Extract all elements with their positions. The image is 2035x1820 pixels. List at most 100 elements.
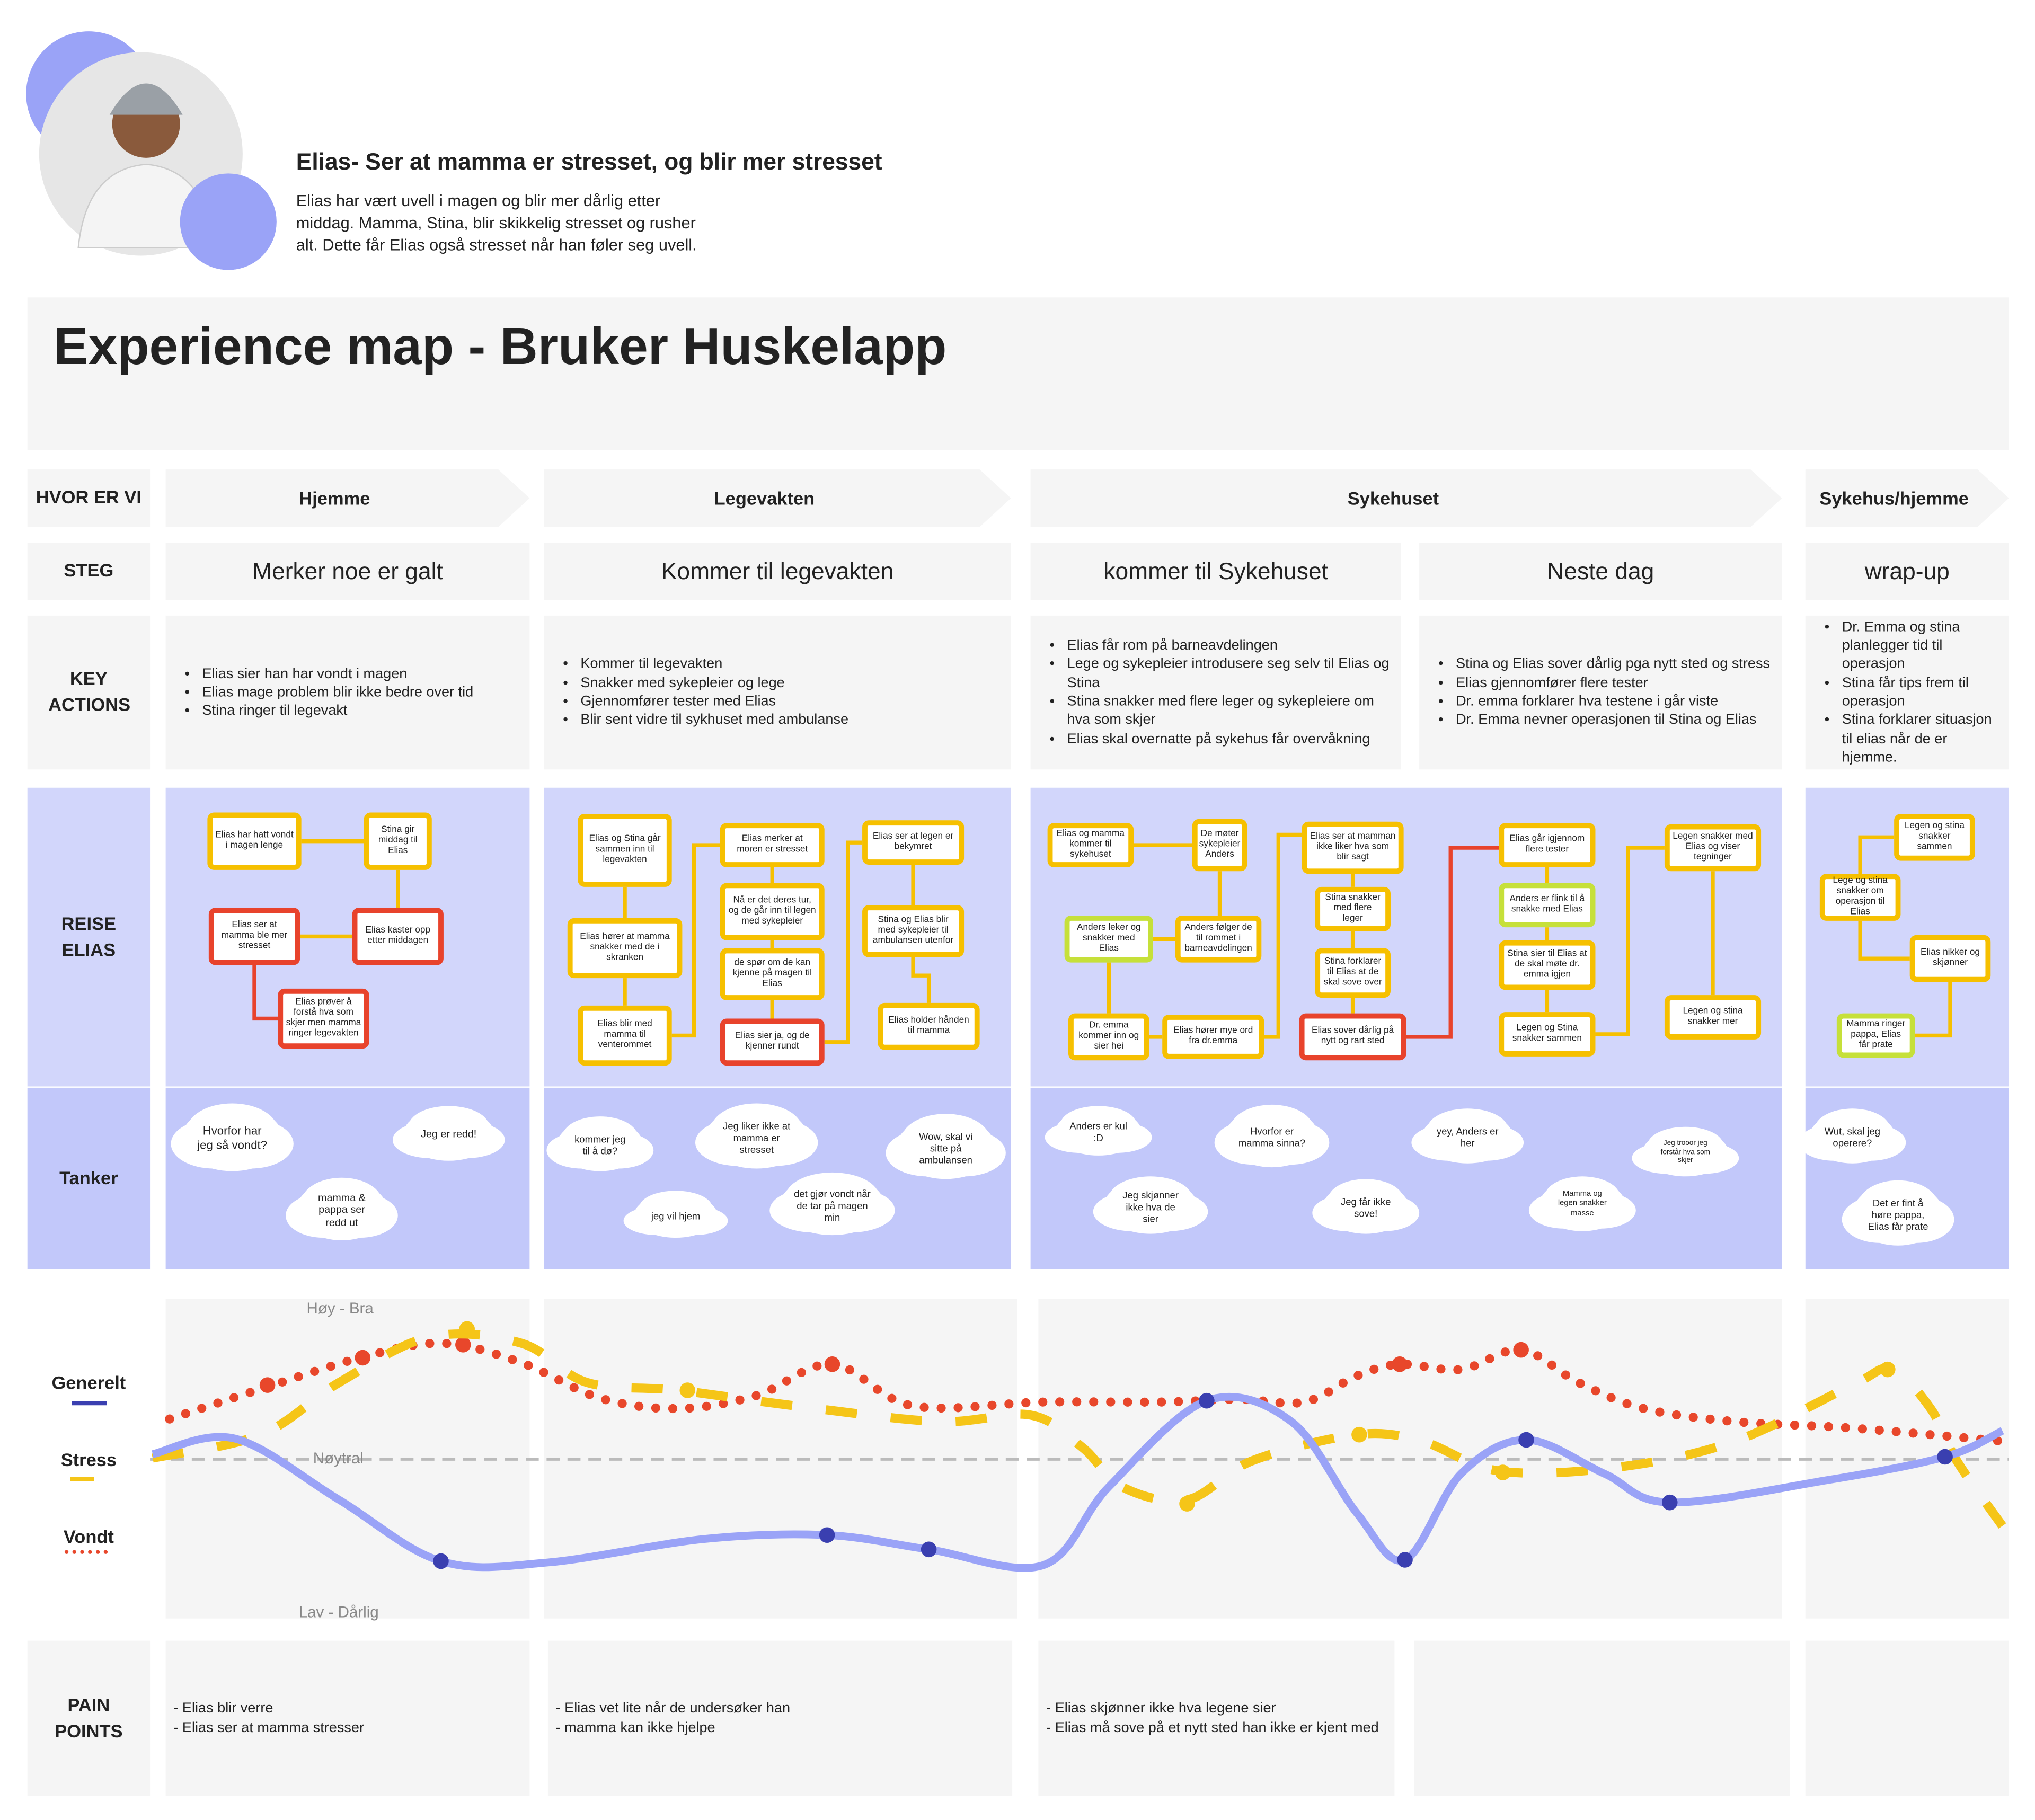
node-label: Elias og mamma kommer til sykehuset bbox=[1056, 829, 1125, 860]
thought-cloud: Jeg får ikke sove! bbox=[1322, 1182, 1409, 1234]
journey-node: Stina forklarer til Elias at de skal sov… bbox=[1315, 948, 1391, 998]
phase-arrow bbox=[165, 469, 530, 527]
actions-bg bbox=[544, 615, 1011, 770]
connector bbox=[1264, 832, 1302, 1039]
connector bbox=[1858, 835, 1895, 874]
thought-text: Anders er kul :D bbox=[1069, 1120, 1127, 1144]
step-bg bbox=[544, 542, 1011, 600]
row-label: REISE ELIAS bbox=[28, 788, 150, 1087]
action-item: Elias gjennomfører flere tester bbox=[1456, 674, 1770, 693]
thought-cloud: Hvorfor har jeg så vondt? bbox=[181, 1106, 284, 1171]
pain-dot bbox=[355, 1350, 371, 1366]
row-label: STEG bbox=[28, 543, 150, 600]
legend-label: Vondt bbox=[63, 1525, 114, 1547]
journey-node: Elias og mamma kommer til sykehuset bbox=[1047, 823, 1134, 867]
thought-cloud: Det er fint å høre pappa, Elias får prat… bbox=[1852, 1183, 1944, 1246]
action-item: Stina og Elias sover dårlig pga nytt ste… bbox=[1456, 655, 1770, 674]
node-label: Elias hører at mamma snakker med de i sk… bbox=[580, 932, 670, 963]
connector bbox=[1858, 920, 1910, 961]
connector bbox=[1595, 846, 1665, 1036]
node-label: Elias og Stina går sammen inn til legeva… bbox=[589, 834, 661, 865]
thought-text: Jeg skjønner ikke hva de sier bbox=[1122, 1188, 1179, 1224]
thought-text: Mamma og legen snakker masse bbox=[1558, 1191, 1607, 1218]
step-name: Merker noe er galt bbox=[252, 557, 443, 584]
action-item: Elias får rom på barneavdelingen bbox=[1067, 636, 1391, 655]
pain-points bbox=[1422, 1641, 1784, 1796]
node-label: Elias sier ja, og de kjenner rundt bbox=[735, 1031, 810, 1051]
node-label: Legen og stina snakker mer bbox=[1683, 1007, 1743, 1027]
thought-cloud: Jeg liker ikke at mamma er stresset bbox=[705, 1106, 808, 1169]
pain-bg bbox=[1414, 1640, 1790, 1796]
step-bg bbox=[1805, 542, 2009, 600]
node-label: Elias sover dårlig på nytt og rart sted bbox=[1312, 1026, 1394, 1046]
pain-curve bbox=[165, 1338, 2007, 1446]
node-label: Stina gir middag til Elias bbox=[378, 825, 418, 856]
node-label: Elias hører mye ord fra dr.emma bbox=[1173, 1026, 1253, 1046]
journey-node: Legen og stina snakker mer bbox=[1664, 995, 1762, 1040]
row-label-text: PAIN POINTS bbox=[55, 1694, 123, 1741]
journey-node: Elias prøver å forstå hva som skjer men … bbox=[278, 988, 369, 1049]
journey-node: Nå er det deres tur, og de går inn til l… bbox=[720, 883, 825, 940]
journey-node: Elias merker at moren er stresset bbox=[720, 823, 825, 867]
row-label-bg bbox=[27, 1640, 151, 1796]
action-list: Stina og Elias sover dårlig pga nytt ste… bbox=[1435, 655, 1770, 730]
node-label: Elias har hatt vondt i magen lenge bbox=[215, 830, 294, 850]
step-name: Kommer til legevakten bbox=[661, 557, 894, 584]
actions-bg bbox=[165, 615, 530, 770]
thought-cloud: Jeg skjønner ikke hva de sier bbox=[1103, 1179, 1198, 1234]
journey-node: Elias holder hånden til mamma bbox=[878, 1002, 980, 1050]
phase-arrow bbox=[544, 469, 1011, 527]
deco-circle bbox=[180, 173, 277, 270]
general-dot bbox=[433, 1553, 449, 1569]
node-label: Stina og Elias blir med sykepleier til a… bbox=[872, 915, 954, 946]
pain-point: - Elias blir verre bbox=[173, 1700, 273, 1716]
node-label: Elias nikker og skjønner bbox=[1920, 948, 1980, 968]
persona-hat bbox=[109, 83, 183, 115]
phase-label: Legevakten bbox=[714, 487, 815, 509]
pain-dot bbox=[1513, 1342, 1529, 1358]
phase-arrow bbox=[1030, 469, 1782, 527]
pain-bg bbox=[1038, 1640, 1395, 1796]
general-dot bbox=[1199, 1392, 1215, 1409]
general-dot bbox=[1661, 1494, 1678, 1511]
pain-points: - Elias vet lite når de undersøker han - … bbox=[556, 1641, 1007, 1796]
thought-cloud: Wut, skal jeg operere? bbox=[1809, 1111, 1896, 1164]
key-actions: Dr. Emma og stina planlegger tid til ope… bbox=[1821, 616, 1998, 769]
node-label: Anders følger de til rommet i barneavdel… bbox=[1184, 923, 1252, 954]
journey-node: Elias hører at mamma snakker med de i sk… bbox=[567, 918, 683, 979]
node-label: Legen og stina snakker sammen bbox=[1904, 821, 1965, 852]
row-label: PAIN POINTS bbox=[28, 1641, 150, 1796]
connector bbox=[671, 843, 720, 1038]
journey-node: Stina gir middag til Elias bbox=[364, 812, 432, 870]
stress-curve bbox=[152, 1329, 2006, 1529]
emotion-low: Lav - Dårlig bbox=[298, 1603, 379, 1621]
journey-node: Elias ser at mamma ble mer stresset bbox=[208, 908, 300, 965]
journey-node: Elias har hatt vondt i magen lenge bbox=[207, 812, 302, 870]
journey-node: Lege og stina snakker om operasjon til E… bbox=[1819, 874, 1901, 921]
journey-node: Stina snakker med flere leger bbox=[1315, 886, 1391, 931]
journey-node: Stina sier til Elias at de skal møte dr.… bbox=[1499, 940, 1596, 990]
pain-bg bbox=[547, 1640, 1013, 1796]
row-label-text: HVOR ER VI bbox=[36, 486, 141, 508]
thought-cloud: Mamma og legen snakker masse bbox=[1539, 1179, 1626, 1231]
thought-text: Hvorfor har jeg så vondt? bbox=[197, 1124, 268, 1152]
thought-text: mamma & pappa ser redd ut bbox=[318, 1191, 366, 1229]
node-label: Legen snakker med Elias og viser tegning… bbox=[1673, 832, 1753, 863]
stress-dot bbox=[1179, 1496, 1195, 1512]
step-bg bbox=[1419, 542, 1782, 600]
pain-dot bbox=[259, 1377, 276, 1393]
row-label: HVOR ER VI bbox=[28, 469, 150, 527]
actions-bg bbox=[1419, 615, 1782, 770]
journey-node: Legen snakker med Elias og viser tegning… bbox=[1664, 824, 1762, 872]
stress-dot bbox=[679, 1382, 695, 1398]
journey-node: Elias ser at mamman ikke liker hva som b… bbox=[1302, 821, 1404, 874]
connector bbox=[1406, 846, 1499, 1039]
journey-node: Mamma ringer pappa, Elias får prate bbox=[1836, 1013, 1915, 1058]
row-label-bg bbox=[27, 615, 151, 770]
row-label-text: KEY ACTIONS bbox=[48, 668, 131, 715]
thought-text: jeg vil hjem bbox=[651, 1210, 701, 1222]
key-actions: Elias sier han har vondt i magenElias ma… bbox=[181, 616, 519, 769]
thought-text: Wut, skal jeg operere? bbox=[1824, 1125, 1881, 1149]
